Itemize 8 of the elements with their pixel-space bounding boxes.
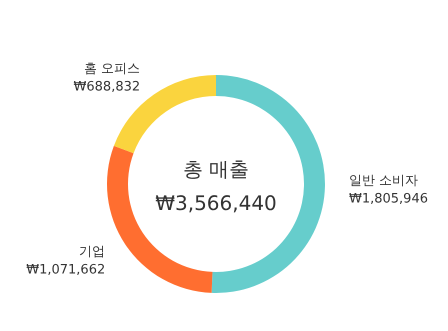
data-label: ₩1,805,946 bbox=[348, 192, 428, 207]
text: 총 매출 bbox=[182, 157, 250, 181]
data-label: ₩1,071,662 bbox=[26, 262, 106, 278]
slice-label: 일반 소비자 bbox=[348, 174, 418, 189]
slice-label: 홈 오피스 bbox=[84, 62, 140, 77]
slice-label: 기업 bbox=[79, 244, 106, 260]
data-label: ₩688,832 bbox=[74, 80, 140, 95]
text: ₩3,566,440 bbox=[155, 191, 277, 215]
